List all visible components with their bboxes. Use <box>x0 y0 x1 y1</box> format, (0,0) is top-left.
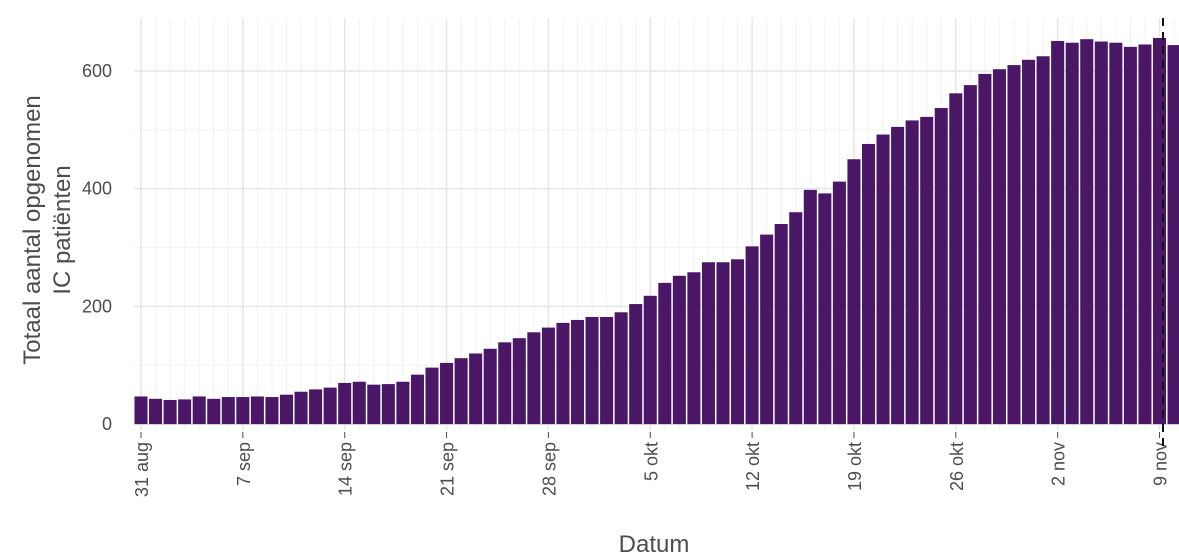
bar <box>556 322 570 425</box>
y-tick-label: 0 <box>102 414 112 434</box>
bar <box>192 396 206 425</box>
bar <box>381 384 395 425</box>
bar <box>832 181 846 425</box>
x-tick-label: 26 okt <box>947 442 967 491</box>
bar <box>454 358 468 425</box>
bar <box>207 398 221 425</box>
bar <box>905 120 919 425</box>
bar <box>265 397 279 425</box>
bar <box>672 275 686 425</box>
bar <box>1051 40 1065 425</box>
x-tick-label: 7 sep <box>234 442 254 486</box>
bar <box>643 295 657 425</box>
bar <box>687 272 701 425</box>
bar <box>512 338 526 425</box>
bar <box>483 348 497 425</box>
bar <box>731 259 745 425</box>
bar <box>367 384 381 425</box>
bar <box>585 316 599 425</box>
bar <box>527 332 541 425</box>
bar <box>701 262 715 425</box>
bar <box>425 367 439 425</box>
x-axis-title: Datum <box>619 531 690 558</box>
x-tick-label: 28 sep <box>539 442 559 496</box>
bar <box>745 246 759 425</box>
bar <box>818 193 832 425</box>
bar <box>1022 59 1036 425</box>
bar <box>1152 38 1167 425</box>
bar <box>178 399 192 425</box>
y-tick-label: 200 <box>82 296 112 316</box>
bar <box>934 108 948 425</box>
bar <box>396 381 410 425</box>
bar <box>323 387 337 425</box>
bar <box>774 224 788 425</box>
bar <box>1036 56 1050 425</box>
bar <box>352 381 366 425</box>
bar <box>1123 46 1137 425</box>
bar <box>978 73 992 425</box>
x-tick-label: 31 aug <box>132 442 152 497</box>
bar <box>789 212 803 425</box>
bar <box>1138 44 1152 425</box>
bar <box>294 391 308 425</box>
bar <box>716 262 730 425</box>
bar <box>861 143 876 425</box>
bar <box>221 397 235 425</box>
x-tick-label: 12 okt <box>743 442 763 491</box>
bar <box>236 397 250 425</box>
bar <box>614 312 628 425</box>
y-tick-label: 600 <box>82 61 112 81</box>
x-tick-label: 14 sep <box>336 442 356 496</box>
bar <box>163 399 177 425</box>
bar <box>250 396 264 425</box>
x-tick-label: 19 okt <box>845 442 865 491</box>
y-tick-label: 400 <box>82 179 112 199</box>
bar <box>992 69 1006 425</box>
bar <box>891 126 905 425</box>
bar <box>1167 45 1179 425</box>
bar <box>760 234 774 425</box>
bar <box>498 342 512 425</box>
x-tick-label: 2 nov <box>1049 442 1069 486</box>
bar <box>1094 41 1108 425</box>
x-tick-label: 21 sep <box>438 442 458 496</box>
bar <box>629 304 643 425</box>
bar <box>803 189 817 425</box>
y-axis-title: Totaal aantal opgenomen <box>19 95 46 365</box>
bar <box>949 93 963 425</box>
bar <box>1080 39 1094 425</box>
x-tick-label: 5 okt <box>641 442 661 481</box>
bar <box>1109 42 1123 425</box>
bar <box>440 362 454 425</box>
bar <box>847 159 861 425</box>
bar <box>134 396 148 425</box>
bar <box>963 85 977 425</box>
bar <box>920 116 934 425</box>
bar <box>1007 65 1021 425</box>
bar <box>338 382 352 425</box>
bar <box>149 398 163 425</box>
bar <box>469 353 483 425</box>
bar <box>309 389 323 425</box>
bar <box>541 327 555 425</box>
bar <box>876 134 890 425</box>
x-tick-label: 9 nov <box>1151 442 1171 486</box>
bar <box>658 282 672 425</box>
bar <box>279 394 294 425</box>
bar <box>410 374 424 425</box>
bar <box>570 319 585 425</box>
y-axis-title: IC patiënten <box>49 165 76 294</box>
bar <box>600 316 614 425</box>
bar <box>1065 42 1079 425</box>
